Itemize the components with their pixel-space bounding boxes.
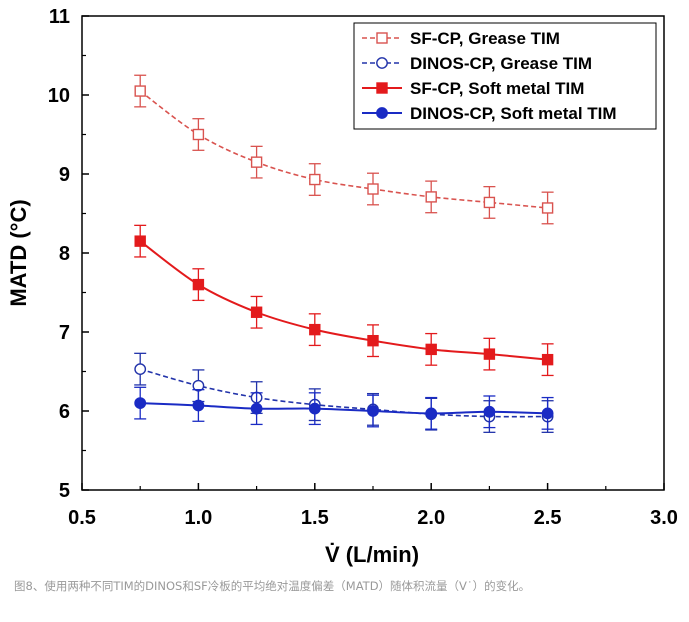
data-point bbox=[367, 334, 379, 347]
y-tick-label: 10 bbox=[48, 85, 70, 107]
legend: SF-CP, Grease TIM DINOS-CP, Grease TIM SF-… bbox=[353, 22, 657, 130]
legend-marker bbox=[376, 82, 388, 94]
data-point bbox=[309, 173, 321, 186]
data-point bbox=[134, 397, 147, 409]
data-point bbox=[483, 405, 496, 418]
y-tick-label: 7 bbox=[59, 322, 70, 344]
data-point bbox=[134, 363, 147, 376]
data-point bbox=[541, 202, 554, 214]
x-tick-label: 2.0 bbox=[417, 507, 445, 529]
axis-ticks bbox=[81, 15, 665, 491]
data-point bbox=[367, 183, 379, 195]
x-tick-labels: 0.5 1.0 1.5 2.0 2.5 3.0 bbox=[68, 507, 678, 529]
legend-frame bbox=[353, 22, 657, 130]
data-point bbox=[192, 128, 205, 141]
data-point bbox=[541, 353, 554, 366]
legend-marker bbox=[376, 32, 388, 44]
x-tick-label: 0.5 bbox=[68, 507, 96, 529]
y-tick-label: 5 bbox=[59, 480, 70, 502]
y-axis-title: MATD (°C) bbox=[6, 199, 31, 306]
data-point bbox=[483, 348, 496, 360]
series-2 bbox=[134, 224, 554, 377]
data-point bbox=[541, 407, 554, 420]
legend-label: SF-CP, Grease TIM bbox=[410, 29, 560, 48]
x-tick-label: 3.0 bbox=[650, 507, 678, 529]
data-point bbox=[425, 191, 437, 203]
series-3 bbox=[134, 386, 554, 430]
data-point bbox=[250, 156, 263, 168]
y-tick-labels: 5 6 7 8 9 10 11 bbox=[48, 6, 70, 502]
y-tick-label: 6 bbox=[59, 401, 70, 423]
x-axis-title: V̇ (L/min) bbox=[325, 542, 419, 567]
x-tick-label: 2.5 bbox=[534, 507, 562, 529]
data-point bbox=[309, 323, 321, 336]
legend-label: DINOS-CP, Soft metal TIM bbox=[410, 104, 617, 123]
legend-marker bbox=[376, 57, 388, 69]
legend-label: SF-CP, Soft metal TIM bbox=[410, 79, 584, 98]
legend-marker bbox=[376, 107, 388, 119]
legend-items: SF-CP, Grease TIM DINOS-CP, Grease TIM SF-… bbox=[362, 29, 617, 123]
chart: 0.5 1.0 1.5 2.0 2.5 3.0 5 6 7 8 9 10 11 SF-CP, Grea… bbox=[6, 6, 678, 567]
y-tick-label: 9 bbox=[59, 164, 70, 186]
data-point bbox=[250, 402, 263, 415]
data-point bbox=[425, 343, 437, 356]
figure-caption: 图8、使用两种不同TIM的DINOS和SF冷板的平均绝对温度偏差（MATD）随体… bbox=[14, 579, 531, 593]
x-tick-label: 1.5 bbox=[301, 507, 329, 529]
series-0 bbox=[134, 74, 554, 225]
series-layer bbox=[134, 74, 554, 433]
legend-label: DINOS-CP, Grease TIM bbox=[410, 54, 592, 73]
data-point bbox=[250, 306, 263, 318]
y-tick-label: 11 bbox=[49, 6, 70, 28]
series-1 bbox=[134, 352, 554, 433]
data-point bbox=[425, 407, 438, 420]
data-point bbox=[483, 196, 496, 209]
data-point bbox=[308, 402, 321, 415]
data-point bbox=[134, 85, 146, 97]
y-tick-label: 8 bbox=[59, 243, 70, 265]
data-point bbox=[192, 399, 205, 412]
data-point bbox=[367, 405, 379, 417]
x-tick-label: 1.0 bbox=[184, 507, 212, 529]
data-point bbox=[134, 235, 146, 247]
data-point bbox=[192, 278, 205, 291]
